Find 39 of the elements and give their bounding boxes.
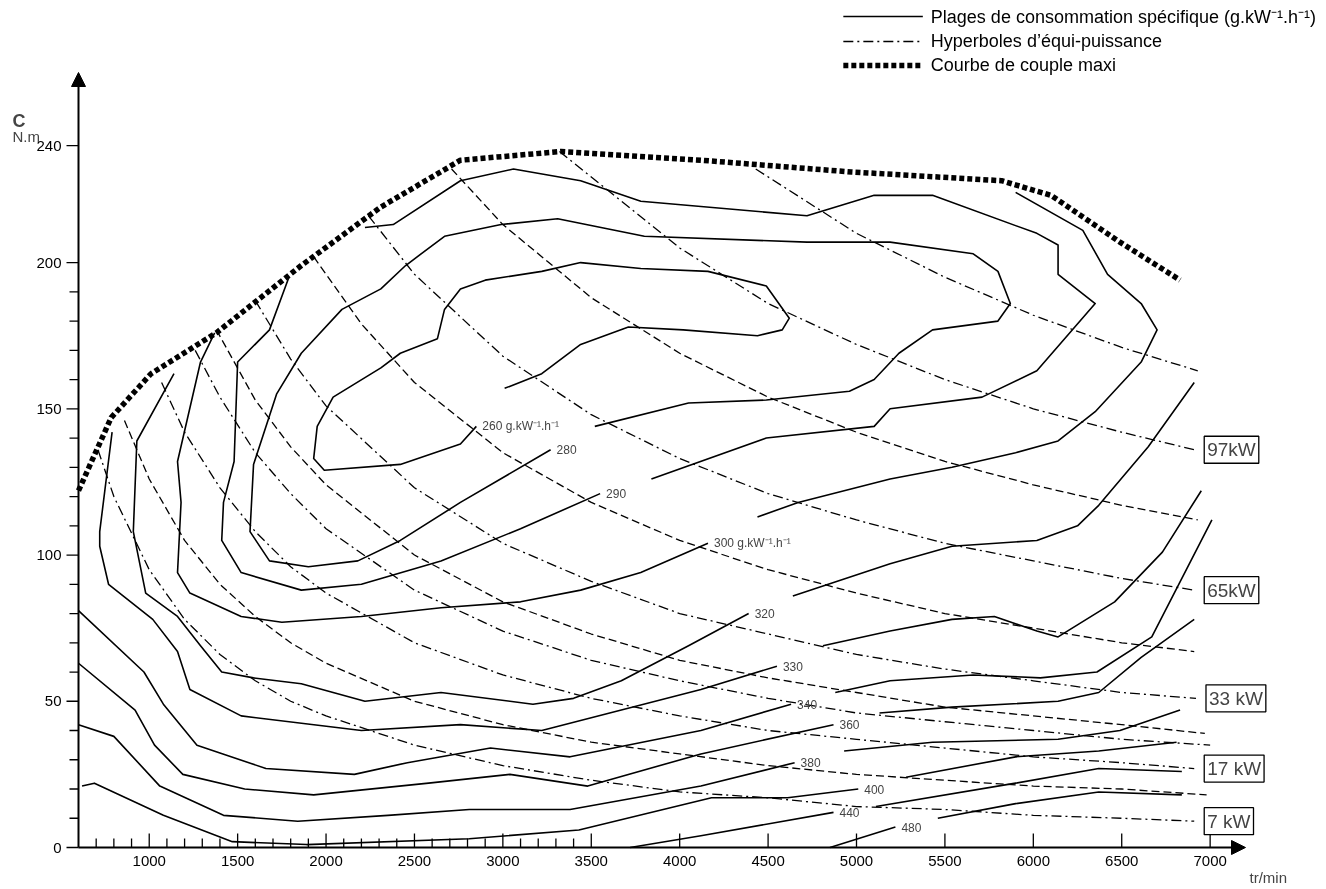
x-axis-title: tr/min [1249, 869, 1287, 886]
annotation: 260 g.kW⁻¹.h⁻¹ [482, 419, 560, 434]
annotation: 290 [606, 487, 627, 502]
annotation: 440 [839, 805, 860, 820]
y-axis-title: C [12, 110, 26, 131]
y-tick-label: 0 [53, 838, 62, 856]
x-tick-label: 5000 [839, 851, 874, 869]
x-tick-label: 6500 [1105, 851, 1139, 869]
annotation: 17 kW [1207, 758, 1262, 780]
annotation: 400 [864, 782, 885, 797]
x-tick-label: 4000 [663, 851, 697, 869]
y-tick-label: 150 [36, 399, 62, 417]
x-tick-label: 2000 [309, 851, 343, 869]
annotation: 360 [839, 718, 860, 733]
annotation: 65kW [1207, 579, 1256, 601]
x-tick-label: 1000 [132, 851, 166, 869]
annotation: 280 [556, 443, 577, 458]
x-tick-label: 3000 [486, 851, 520, 869]
x-tick-label: 7000 [1193, 851, 1227, 869]
y-tick-label: 100 [36, 546, 62, 564]
x-tick-label: 6000 [1016, 851, 1051, 869]
y-tick-label: 200 [36, 253, 62, 271]
y-tick-label: 50 [44, 692, 62, 710]
legend-label: Plages de consommation spécifique (g.kW⁻¹.h⁻¹) [930, 6, 1316, 28]
legend-label: Courbe de couple maxi [930, 54, 1116, 76]
annotation: 300 g.kW⁻¹.h⁻¹ [713, 536, 791, 551]
annotation: 330 [782, 659, 804, 674]
x-tick-label: 4500 [751, 851, 785, 869]
x-tick-label: 3500 [574, 851, 608, 869]
annotation: 380 [800, 756, 821, 771]
legend-label: Hyperboles d’équi-puissance [930, 30, 1162, 52]
annotation: 7 kW [1207, 810, 1251, 832]
annotation: 33 kW [1208, 687, 1263, 709]
annotation: 480 [901, 820, 922, 835]
x-tick-label: 2500 [397, 851, 432, 869]
annotation: 97kW [1207, 439, 1256, 461]
annotation: 320 [754, 607, 775, 622]
x-tick-label: 1500 [220, 851, 255, 869]
x-tick-label: 5500 [928, 851, 962, 869]
